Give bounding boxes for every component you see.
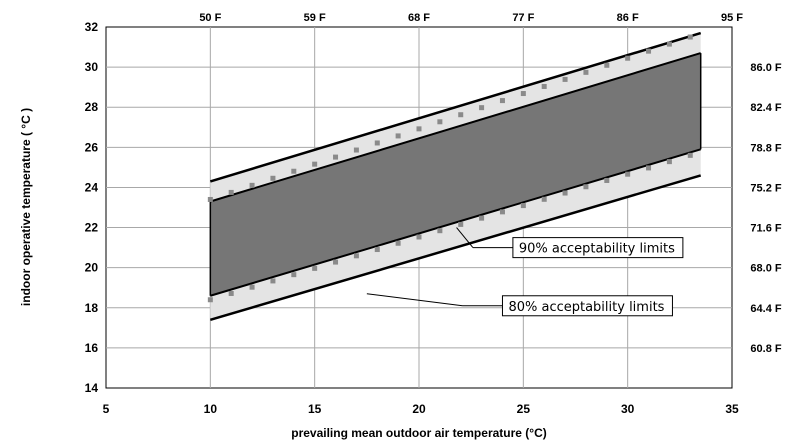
right-axis-ticks: 60.8 F 64.4 F 68.0 F 71.6 F 75.2 F 78.8 F 82.4… (750, 62, 781, 355)
dot-1-19 (604, 177, 610, 183)
dot-1-18 (583, 184, 589, 190)
top-tick-label-3: 77 F (512, 12, 534, 24)
dot-0-16 (541, 83, 547, 89)
dot-1-12 (458, 221, 464, 227)
dot-0-10 (416, 126, 422, 132)
dot-0-19 (604, 62, 610, 68)
dot-0-1 (228, 189, 234, 195)
top-axis-ticks: 50 F 59 F 68 F 77 F 86 F 95 F (199, 12, 743, 24)
dot-1-5 (312, 265, 318, 271)
annotation-label-0: 90% acceptability limits (519, 242, 675, 257)
dot-1-1 (228, 290, 234, 296)
dot-0-12 (458, 112, 464, 118)
dot-0-21 (646, 48, 652, 54)
x-tick-label-6: 35 (725, 402, 739, 416)
dot-0-15 (520, 91, 526, 97)
band-1 (210, 53, 701, 296)
dot-1-4 (291, 272, 297, 278)
right-tick-label-5: 78.8 F (750, 142, 781, 154)
dot-0-6 (333, 154, 339, 160)
x-tick-label-2: 15 (308, 402, 322, 416)
x-axis-label: prevailing mean outdoor air temperature … (291, 426, 547, 440)
dot-1-8 (374, 247, 380, 253)
y-axis-label: indoor operative temperature ( °C ) (19, 108, 33, 306)
right-tick-label-0: 60.8 F (750, 343, 781, 355)
x-tick-label-3: 20 (412, 402, 426, 416)
x-tick-label-0: 5 (103, 402, 110, 416)
annotation-leader-0 (456, 227, 474, 248)
dot-1-20 (625, 171, 631, 177)
dot-0-23 (687, 34, 693, 40)
y-tick-label-7: 28 (85, 100, 99, 114)
dot-0-22 (666, 41, 672, 47)
dot-1-22 (666, 159, 672, 165)
y-tick-label-4: 22 (85, 221, 99, 235)
dot-0-4 (291, 168, 297, 174)
dot-1-2 (249, 284, 255, 290)
right-tick-label-3: 71.6 F (750, 223, 781, 235)
bottom-axis-ticks: 5 10 15 20 25 30 35 (103, 402, 739, 416)
dot-0-14 (499, 98, 505, 104)
bands (209, 31, 702, 322)
dot-0-11 (437, 119, 443, 125)
dot-1-0 (207, 297, 213, 303)
band-0-upper-line (209, 31, 702, 183)
right-tick-label-2: 68.0 F (750, 263, 781, 275)
y-tick-label-2: 18 (85, 301, 99, 315)
x-tick-label-5: 30 (621, 402, 635, 416)
dot-1-3 (270, 278, 276, 284)
left-axis-ticks: 14 16 18 20 22 24 26 28 30 32 (85, 20, 99, 395)
right-tick-label-4: 75.2 F (750, 182, 781, 194)
right-tick-label-7: 86.0 F (750, 62, 781, 74)
right-tick-label-1: 64.4 F (750, 303, 781, 315)
band-1-lower-line (210, 148, 701, 297)
dot-1-23 (687, 152, 693, 158)
x-tick-label-1: 10 (204, 402, 218, 416)
dot-0-2 (249, 182, 255, 188)
dot-1-6 (333, 259, 339, 265)
dot-1-14 (499, 209, 505, 215)
dot-0-9 (395, 133, 401, 139)
top-tick-label-1: 59 F (304, 12, 326, 24)
y-tick-label-3: 20 (85, 261, 99, 275)
dot-1-17 (562, 190, 568, 196)
band-0-lower-line (209, 174, 702, 322)
dot-1-21 (646, 165, 652, 171)
top-tick-label-0: 50 F (199, 12, 221, 24)
dot-1-10 (416, 234, 422, 240)
annotation-leader-1 (366, 293, 463, 307)
dot-0-18 (583, 69, 589, 75)
dot-0-0 (207, 196, 213, 202)
dot-1-15 (520, 203, 526, 209)
y-tick-label-5: 24 (85, 180, 99, 194)
y-tick-label-1: 16 (85, 341, 99, 355)
top-tick-label-4: 86 F (617, 12, 639, 24)
top-tick-label-5: 95 F (721, 12, 743, 24)
dot-1-11 (437, 228, 443, 234)
annotation-label-1: 80% acceptability limits (508, 300, 664, 315)
dot-1-13 (479, 215, 485, 221)
annotations: 90% acceptability limits 80% acceptabilit… (366, 227, 684, 317)
dot-0-13 (479, 105, 485, 111)
dotted-series (207, 34, 693, 303)
band-1-upper-line (210, 52, 701, 203)
dot-0-5 (312, 161, 318, 167)
y-tick-label-8: 30 (85, 60, 99, 74)
dot-1-7 (353, 253, 359, 259)
dot-1-9 (395, 240, 401, 246)
dot-0-3 (270, 175, 276, 181)
x-tick-label-4: 25 (517, 402, 531, 416)
dot-0-7 (353, 147, 359, 153)
y-tick-label-6: 26 (85, 140, 99, 154)
dot-1-16 (541, 196, 547, 202)
dot-0-20 (625, 55, 631, 61)
y-tick-label-0: 14 (85, 381, 99, 395)
y-tick-label-9: 32 (85, 20, 99, 34)
right-tick-label-6: 82.4 F (750, 102, 781, 114)
dot-0-8 (374, 140, 380, 146)
dot-0-17 (562, 76, 568, 82)
top-tick-label-2: 68 F (408, 12, 430, 24)
